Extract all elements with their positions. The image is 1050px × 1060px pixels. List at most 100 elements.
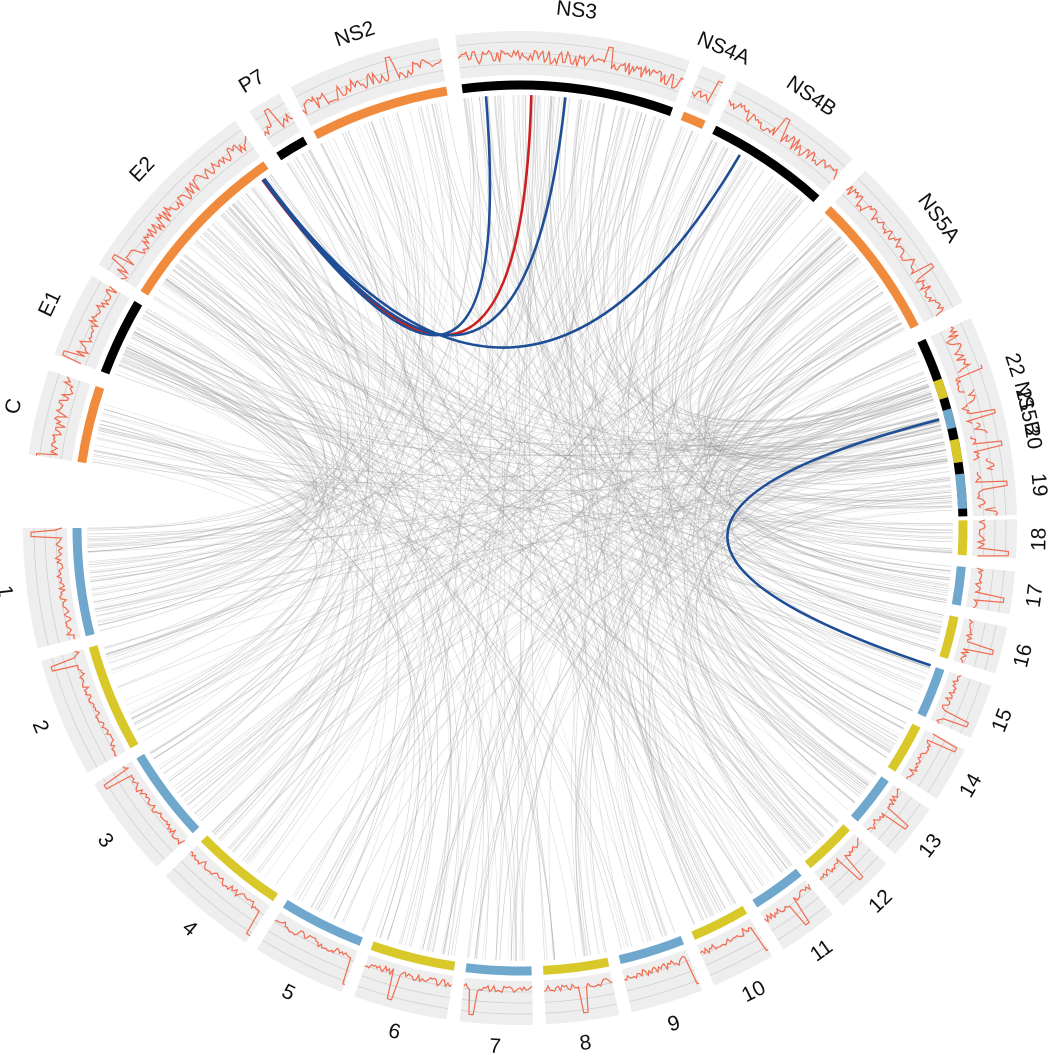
link-curve: [309, 149, 953, 508]
link-curve: [422, 277, 874, 950]
track-bg-13: [861, 784, 930, 855]
link-curve: [221, 213, 943, 623]
link-curve: [92, 385, 930, 484]
link-curve: [132, 333, 862, 795]
link-curve: [98, 426, 953, 551]
link-curve: [713, 284, 941, 456]
track-gridline: [1004, 519, 1007, 558]
link-curve: [131, 336, 628, 948]
ideogram-block-16: [939, 615, 959, 659]
track-gridline: [364, 965, 452, 988]
link-curve: [453, 98, 491, 957]
track-gridline: [828, 848, 871, 890]
link-curve: [585, 103, 838, 823]
link-curve: [158, 97, 563, 767]
link-curve: [728, 373, 953, 554]
track-gridline: [267, 121, 296, 140]
link-curve: [184, 425, 941, 803]
track-gridline: [173, 868, 252, 934]
link-curve: [575, 323, 902, 957]
link-curve: [180, 118, 662, 798]
link-curve: [594, 112, 715, 916]
ideogram-block-P7: [276, 136, 308, 161]
link-curve: [715, 311, 929, 442]
link-curve: [105, 244, 848, 655]
link-curve: [183, 255, 438, 948]
link-curve: [133, 331, 834, 827]
link-curve: [627, 130, 813, 848]
link-curve: [730, 420, 943, 478]
ideogram-block-E2: [140, 161, 269, 296]
link-curve: [655, 142, 954, 525]
track-gridline: [463, 988, 533, 993]
link-curve: [125, 392, 932, 707]
link-curve: [708, 256, 951, 579]
link-curve: [507, 192, 795, 961]
link-curve: [729, 395, 949, 487]
link-curve: [648, 491, 952, 921]
link-curve: [379, 107, 462, 938]
link-curve: [525, 94, 726, 910]
track-gridline: [940, 675, 961, 725]
link-curve: [420, 404, 936, 950]
link-curve: [87, 478, 951, 553]
link-curve: [130, 191, 793, 719]
link-curve: [487, 96, 806, 854]
highlighted-links: [261, 95, 940, 667]
link-curve: [126, 347, 939, 640]
link-curve: [108, 462, 949, 664]
link-curve: [94, 187, 356, 610]
link-curve: [605, 150, 734, 937]
link-curve: [698, 226, 940, 634]
link-curve: [572, 126, 684, 954]
link-curve: [153, 177, 370, 760]
link-curve: [722, 386, 930, 691]
link-curve: [172, 268, 819, 843]
link-curve: [87, 115, 419, 552]
link-curve: [431, 95, 534, 953]
signal-track-NS4B: [728, 99, 838, 180]
link-curve: [695, 254, 887, 759]
link-curve: [165, 278, 923, 688]
link-curve: [479, 96, 913, 712]
link-curve: [320, 143, 625, 949]
highlighted-link-NS3-4: [261, 96, 492, 337]
link-curve: [175, 265, 937, 646]
link-curve: [123, 353, 343, 819]
link-curve: [577, 348, 915, 956]
link-curve: [620, 155, 741, 919]
link-curve: [142, 284, 337, 742]
segment-label-4: 4: [178, 916, 202, 941]
link-curve: [164, 279, 556, 960]
link-curve: [211, 490, 952, 833]
link-curve: [579, 100, 953, 550]
track-gridline: [960, 682, 982, 734]
link-curve: [485, 96, 892, 752]
link-curve: [123, 353, 498, 961]
link-curve: [522, 94, 753, 894]
link-curve: [573, 99, 953, 503]
link-curve: [187, 96, 552, 806]
link-curve: [703, 237, 953, 509]
link-curve: [657, 176, 824, 838]
link-curve: [310, 495, 952, 908]
track-gridline: [456, 41, 687, 72]
ideogram-block-5: [282, 899, 363, 946]
link-curve: [242, 242, 847, 861]
link-curve: [207, 227, 954, 527]
link-curve: [570, 183, 784, 957]
track-gridline: [693, 85, 718, 97]
track-gridline: [973, 622, 986, 667]
link-curve: [98, 428, 930, 669]
link-curve: [87, 139, 388, 547]
highlighted-link-NS5B-21: [726, 418, 940, 667]
segment-label-17: 17: [1022, 583, 1048, 609]
track-gridline: [985, 433, 991, 458]
track-gridline: [984, 624, 997, 671]
link-curve: [117, 448, 946, 689]
track-gridline: [697, 75, 722, 87]
link-curve: [120, 359, 788, 869]
link-curve: [499, 95, 936, 650]
track-gridline: [545, 1003, 617, 1014]
link-curve: [355, 127, 737, 904]
